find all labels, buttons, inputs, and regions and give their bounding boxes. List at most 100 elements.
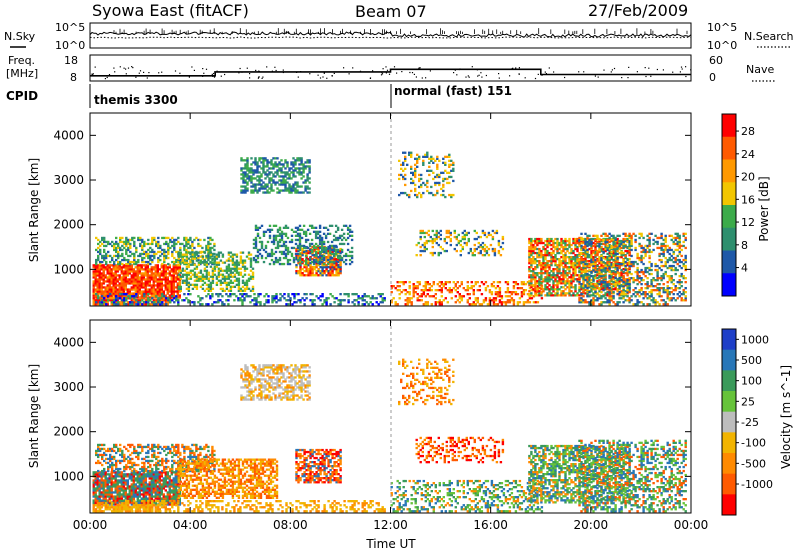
heat-cell <box>540 249 543 253</box>
heat-cell <box>119 236 122 240</box>
heat-cell <box>504 281 508 284</box>
heat-cell <box>267 301 270 304</box>
heat-cell <box>150 272 153 275</box>
heat-cell <box>544 256 547 259</box>
heat-cell <box>176 272 179 275</box>
heat-cell <box>306 177 309 180</box>
heat-cell <box>181 259 185 262</box>
heat-cell <box>92 297 95 300</box>
heat-cell <box>556 268 559 271</box>
heat-cell <box>233 263 237 266</box>
heat-cell <box>438 301 441 304</box>
heat-cell <box>498 293 502 296</box>
heat-cell <box>278 163 281 166</box>
heat-cell <box>626 264 629 267</box>
heat-cell <box>237 271 241 274</box>
heat-cell <box>98 299 101 302</box>
heat-cell <box>207 279 211 282</box>
heat-cell <box>445 231 448 235</box>
heat-cell <box>584 247 587 251</box>
heat-cell <box>346 228 350 231</box>
heat-cell <box>582 277 585 280</box>
heat-cell <box>584 262 587 266</box>
heat-cell <box>326 228 330 231</box>
heat-cell <box>418 191 421 195</box>
heat-cell <box>178 284 181 287</box>
heat-cell <box>235 265 239 268</box>
heat-cell <box>448 159 451 162</box>
heat-cell <box>187 283 191 286</box>
heat-cell <box>373 297 376 300</box>
heat-cell <box>164 280 167 283</box>
heat-cell <box>211 269 215 272</box>
heat-cell <box>333 264 336 267</box>
heat-cell <box>244 185 247 188</box>
heat-cell <box>556 270 559 273</box>
heat-cell <box>430 185 433 189</box>
heat-cell <box>532 272 535 275</box>
heat-cell <box>237 261 241 264</box>
heat-cell <box>244 163 247 166</box>
heat-cell <box>136 288 139 291</box>
heat-cell <box>99 250 102 254</box>
heat-cell <box>404 299 407 302</box>
heat-cell <box>207 287 211 290</box>
heat-cell <box>398 281 401 284</box>
heat-cell <box>301 297 304 300</box>
heat-cell <box>363 303 366 306</box>
heat-cell <box>176 290 179 293</box>
heat-cell <box>550 260 553 263</box>
heat-cell <box>449 239 452 243</box>
heat-cell <box>172 288 175 291</box>
heat-cell <box>568 258 571 261</box>
heat-cell <box>425 241 428 245</box>
heat-cell <box>126 282 129 285</box>
heat-cell <box>102 303 105 306</box>
heat-cell <box>390 291 393 294</box>
heat-cell <box>178 294 181 297</box>
heat-cell <box>514 283 518 286</box>
heat-cell <box>308 165 311 168</box>
heat-cell <box>205 256 208 260</box>
heat-cell <box>546 241 549 245</box>
heat-cell <box>538 292 541 295</box>
heat-cell <box>560 251 563 255</box>
heat-cell <box>568 288 571 291</box>
heat-cell <box>440 287 443 290</box>
nave-dot <box>534 77 537 80</box>
heat-cell <box>97 242 100 246</box>
heat-cell <box>113 299 116 302</box>
heat-cell <box>580 238 583 242</box>
heat-cell <box>420 195 423 199</box>
heat-cell <box>278 228 282 231</box>
heat-cell <box>590 294 593 297</box>
heat-cell <box>546 294 549 297</box>
heat-cell <box>448 287 451 290</box>
heat-cell <box>542 245 545 249</box>
heat-cell <box>103 244 106 248</box>
nave-dot <box>135 76 137 78</box>
heat-cell <box>114 290 117 293</box>
heat-cell <box>201 279 205 282</box>
heat-cell <box>279 299 282 302</box>
heat-cell <box>504 301 508 304</box>
date-title: 27/Feb/2009 <box>588 1 688 20</box>
heat-cell <box>471 251 474 255</box>
heat-cell <box>127 248 130 252</box>
heat-cell <box>396 289 399 292</box>
heat-cell <box>580 266 583 270</box>
heat-cell <box>534 272 537 275</box>
heat-cell <box>136 292 139 295</box>
heat-cell <box>588 283 591 286</box>
heat-cell <box>530 243 533 247</box>
heat-cell <box>272 165 275 168</box>
heat-cell <box>538 287 542 290</box>
heat-cell <box>205 277 209 280</box>
heat-cell <box>170 290 173 293</box>
heat-cell <box>284 254 288 258</box>
heat-cell <box>162 297 165 300</box>
heat-cell <box>103 250 106 254</box>
heat-cell <box>250 189 253 192</box>
heat-cell <box>170 268 173 271</box>
heat-cell <box>189 269 193 272</box>
